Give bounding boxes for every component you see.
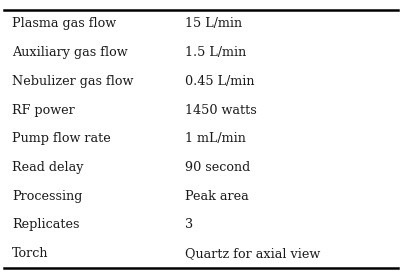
Text: 1.5 L/min: 1.5 L/min xyxy=(184,46,245,59)
Text: Torch: Torch xyxy=(12,247,49,260)
Text: Replicates: Replicates xyxy=(12,218,79,232)
Text: Peak area: Peak area xyxy=(184,190,248,203)
Text: 0.45 L/min: 0.45 L/min xyxy=(184,75,254,88)
Text: 90 second: 90 second xyxy=(184,161,249,174)
Text: Auxiliary gas flow: Auxiliary gas flow xyxy=(12,46,128,59)
Text: 1450 watts: 1450 watts xyxy=(184,104,256,116)
Text: 3: 3 xyxy=(184,218,192,232)
Text: Plasma gas flow: Plasma gas flow xyxy=(12,18,116,30)
Text: Read delay: Read delay xyxy=(12,161,83,174)
Text: RF power: RF power xyxy=(12,104,75,116)
Text: 15 L/min: 15 L/min xyxy=(184,18,241,30)
Text: Quartz for axial view: Quartz for axial view xyxy=(184,247,319,260)
Text: Processing: Processing xyxy=(12,190,82,203)
Text: Pump flow rate: Pump flow rate xyxy=(12,132,111,145)
Text: Nebulizer gas flow: Nebulizer gas flow xyxy=(12,75,133,88)
Text: 1 mL/min: 1 mL/min xyxy=(184,132,245,145)
